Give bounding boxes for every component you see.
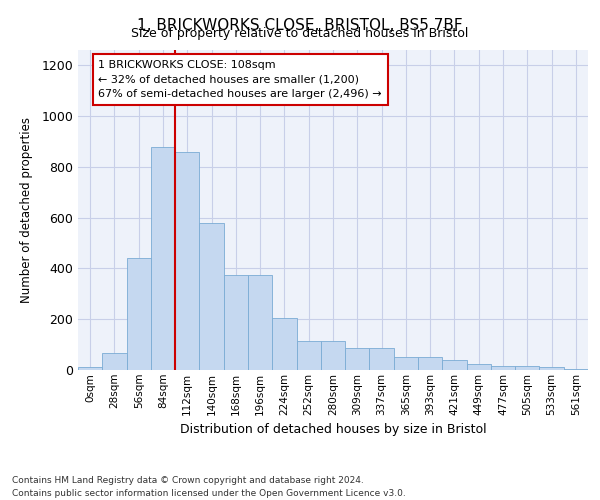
Bar [515, 366, 539, 370]
Bar [127, 258, 151, 370]
X-axis label: Distribution of detached houses by size in Bristol: Distribution of detached houses by size … [179, 423, 487, 436]
Bar [151, 146, 175, 370]
Bar [224, 275, 248, 370]
Bar [102, 354, 127, 370]
Bar [321, 341, 345, 370]
Bar [199, 222, 224, 370]
Bar [272, 318, 296, 370]
Bar [467, 364, 491, 370]
Bar [370, 348, 394, 370]
Text: Size of property relative to detached houses in Bristol: Size of property relative to detached ho… [131, 28, 469, 40]
Text: Contains HM Land Registry data © Crown copyright and database right 2024.
Contai: Contains HM Land Registry data © Crown c… [12, 476, 406, 498]
Bar [248, 275, 272, 370]
Y-axis label: Number of detached properties: Number of detached properties [20, 117, 33, 303]
Bar [564, 368, 588, 370]
Bar [394, 358, 418, 370]
Bar [296, 341, 321, 370]
Bar [78, 367, 102, 370]
Bar [442, 360, 467, 370]
Bar [418, 358, 442, 370]
Text: 1 BRICKWORKS CLOSE: 108sqm
← 32% of detached houses are smaller (1,200)
67% of s: 1 BRICKWORKS CLOSE: 108sqm ← 32% of deta… [98, 60, 382, 99]
Bar [175, 152, 199, 370]
Bar [539, 368, 564, 370]
Bar [491, 366, 515, 370]
Text: 1, BRICKWORKS CLOSE, BRISTOL, BS5 7BF: 1, BRICKWORKS CLOSE, BRISTOL, BS5 7BF [137, 18, 463, 32]
Bar [345, 348, 370, 370]
